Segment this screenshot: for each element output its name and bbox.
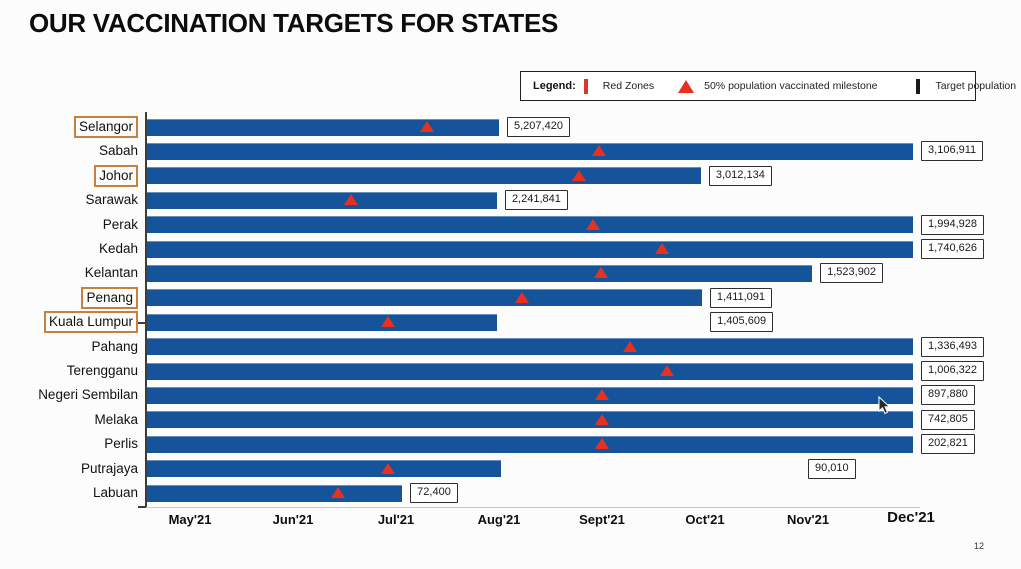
axis-tick [138,322,146,324]
milestone-triangle-icon [380,316,395,328]
state-label: Terengganu [66,363,138,378]
target-population-box: 202,821 [921,434,975,455]
target-timeline-bar [147,289,702,307]
state-label: Labuan [92,485,138,500]
target-timeline-bar [147,362,914,380]
state-label-redzone: Penang [81,286,138,309]
mouse-cursor-icon [878,396,891,415]
legend-target-population-label: Target population [935,80,1017,92]
state-label: Perak [102,216,138,232]
page-number: 12 [974,541,985,551]
state-label: Kelantan [84,265,138,281]
state-label-redzone: Johor [94,164,138,187]
state-label: Melaka [94,411,138,427]
x-axis-line [139,507,920,508]
target-population-box: 1,405,609 [710,312,774,333]
target-population-box: 742,805 [921,409,975,430]
target-population-box: 1,740,626 [921,239,984,259]
state-label: Pahang [91,338,138,354]
target-timeline-bar [147,313,497,331]
target-timeline-bar [147,240,914,258]
target-population-box: 2,241,841 [504,190,568,211]
target-population-box: 1,523,902 [820,263,884,284]
milestone-triangle-icon [331,487,346,498]
x-axis-label: Aug'21 [477,512,521,527]
milestone-triangle-icon [591,145,606,157]
target-timeline-bar [147,484,403,502]
milestone-triangle-icon [659,365,674,376]
milestone-triangle-icon [514,291,529,303]
milestone-triangle-icon [593,267,608,279]
target-population-box: 72,400 [410,483,458,503]
state-label-redzone: Selangor [73,116,138,138]
state-label: Putrajaya [80,460,138,476]
target-timeline-bar [147,216,914,234]
state-label: Kedah [98,241,138,256]
x-axis-label: Dec'21 [887,509,935,526]
milestone-triangle-icon [380,462,395,474]
milestone-triangle-icon [419,121,434,132]
target-population-box: 5,207,420 [507,117,570,137]
state-label: Negeri Sembilan [38,387,138,403]
target-population-box: 1,006,322 [921,361,984,381]
legend-milestone-label: 50% population vaccinated milestone [704,80,878,92]
target-population-box: 3,012,134 [708,165,772,186]
x-axis-label: May'21 [168,512,212,527]
x-axis-label: Nov'21 [786,512,830,527]
target-population-box: 1,994,928 [921,214,984,235]
milestone-triangle-icon [595,389,609,401]
milestone-triangle-icon [585,218,600,230]
axis-tick [138,506,146,508]
target-population-box: 897,880 [921,385,975,406]
legend-title: Legend: [533,80,576,92]
target-timeline-bar [147,264,813,282]
legend: Legend: Red Zones 50% population vaccina… [520,71,1016,101]
target-timeline-bar [147,142,914,160]
target-timeline-bar [147,167,701,185]
target-population-swatch-icon [915,78,920,94]
milestone-triangle-icon [654,243,669,254]
target-timeline-bar [147,338,914,356]
page-title: OUR VACCINATION TARGETS FOR STATES [29,8,559,38]
target-population-box: 1,336,493 [921,336,984,357]
y-axis-line [145,112,147,508]
target-timeline-bar [147,191,497,209]
state-label: Sarawak [85,192,138,208]
target-population-box: 3,106,911 [921,141,984,162]
milestone-triangle-icon [343,194,358,206]
target-timeline-bar [147,386,914,404]
state-label: Sabah [98,143,138,159]
milestone-triangle-icon [678,79,695,93]
milestone-triangle-icon [622,340,637,352]
target-timeline-bar [147,460,502,478]
milestone-triangle-icon [595,413,609,425]
target-timeline-bar [147,118,499,136]
x-axis-label: Sept'21 [579,512,625,527]
x-axis-label: Oct'21 [685,512,725,527]
milestone-triangle-icon [572,169,587,181]
legend-red-zones-label: Red Zones [602,80,655,92]
red-zones-swatch-icon [583,78,588,94]
state-label-redzone: Kuala Lumpur [43,311,138,334]
milestone-triangle-icon [595,438,609,450]
state-label: Perlis [104,436,138,452]
target-population-box: 90,010 [808,458,856,479]
x-axis-label: Jul'21 [377,512,415,527]
target-population-box: 1,411,091 [709,287,773,308]
target-timeline-bar [147,411,914,429]
target-timeline-bar [147,435,914,453]
x-axis-label: Jun'21 [272,512,314,527]
